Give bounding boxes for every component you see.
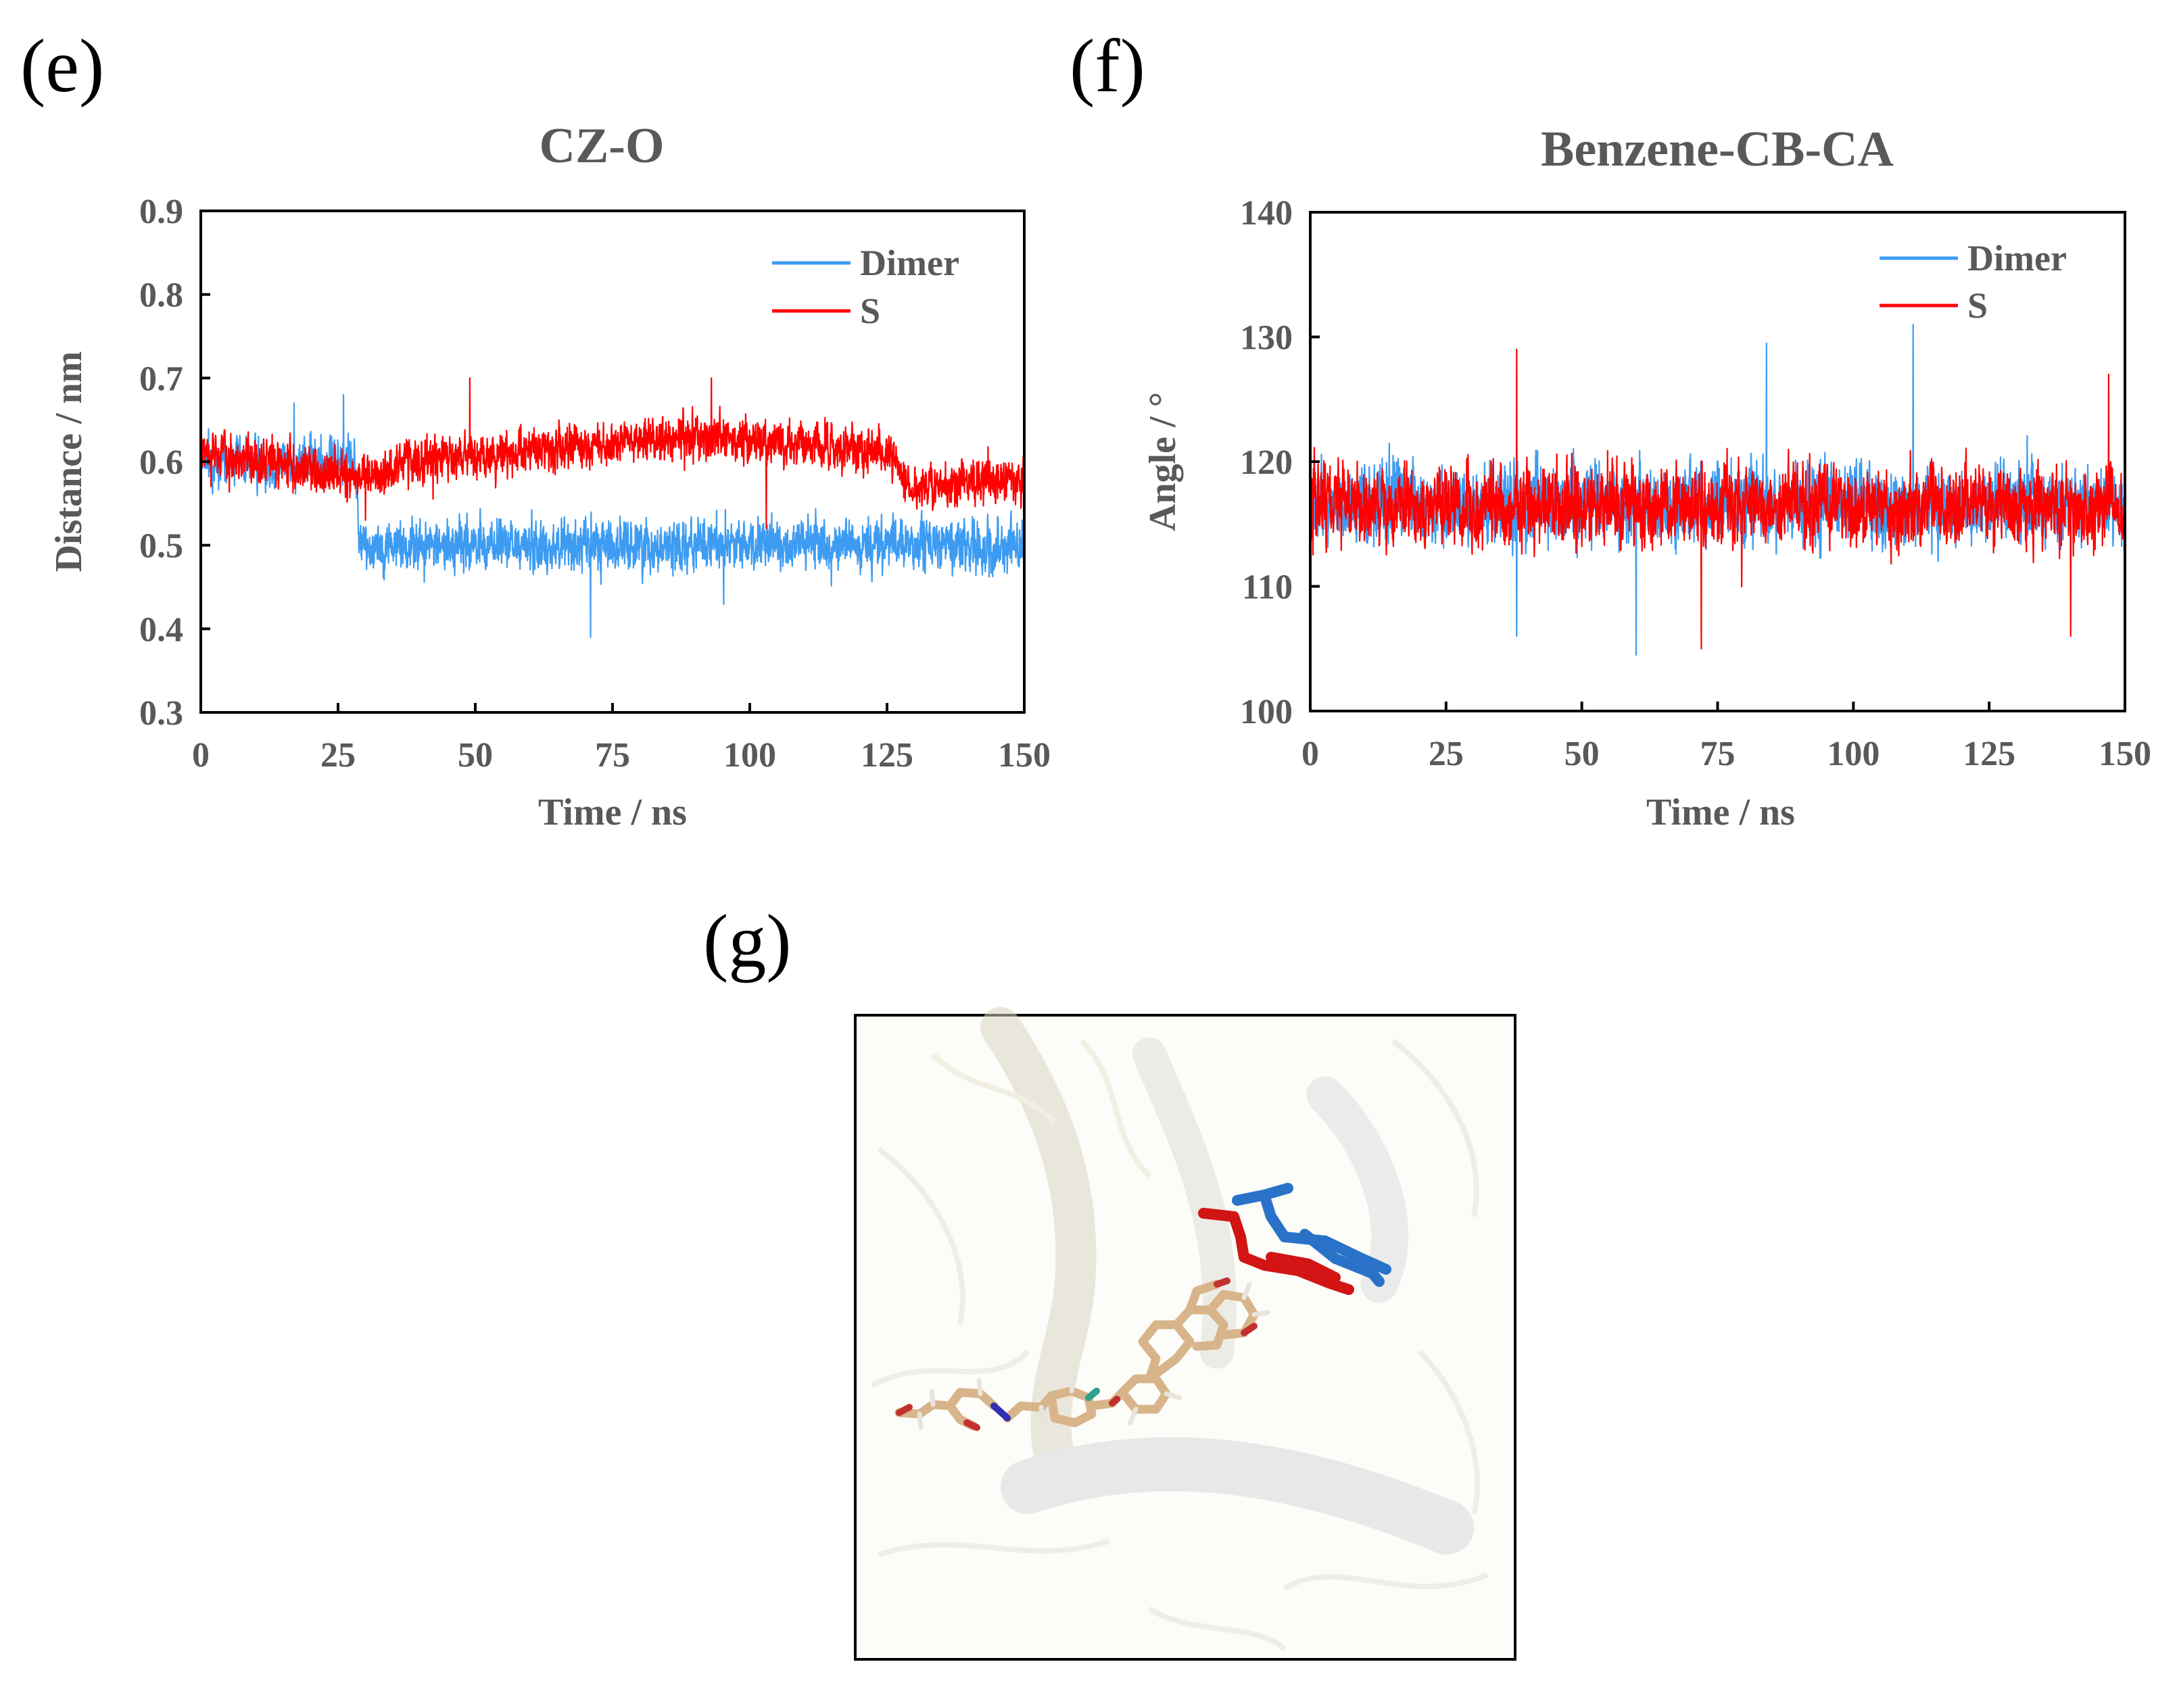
legend-s-label: S: [860, 291, 880, 331]
x-tick-label: 25: [1429, 735, 1464, 773]
x-tick-label: 100: [723, 736, 776, 775]
panel-label-e: (e): [20, 24, 104, 108]
chart-f-title: Benzene-CB-CA: [1541, 122, 1894, 177]
series-s-line: [201, 377, 1024, 530]
chart-e: CZ-O 0 25 50 75 100 125 150 0.3 0.4 0.5 0.6 0.7 0.8…: [48, 118, 1051, 833]
chart-f-x-axis: 0 25 50 75 100 125 150: [1301, 702, 2151, 773]
chart-f-plot-area: [1310, 323, 2125, 656]
y-tick-label: 0.9: [139, 193, 183, 231]
series-dimer-line: [201, 393, 1024, 638]
chart-f-legend: Dimer S: [1880, 238, 2067, 326]
x-tick-label: 100: [1827, 735, 1880, 773]
y-tick-label: 110: [1242, 568, 1293, 607]
chart-f: Benzene-CB-CA 0 25 50 75 100 125 150 100 110 120…: [1142, 122, 2151, 833]
x-tick-label: 25: [320, 736, 356, 775]
y-tick-label: 0.8: [139, 276, 183, 315]
ligand-heteroatoms: [896, 1277, 1258, 1431]
legend-s-label: S: [1967, 285, 1988, 326]
x-tick-label: 125: [1963, 735, 2015, 773]
chart-e-xlabel: Time / ns: [538, 791, 687, 833]
y-tick-label: 0.6: [139, 443, 183, 482]
chart-e-title: CZ-O: [540, 118, 665, 174]
x-tick-label: 0: [192, 736, 210, 775]
y-tick-label: 140: [1240, 194, 1293, 233]
x-tick-label: 75: [595, 736, 630, 775]
chart-f-y-axis: 100 110 120 130 140: [1240, 194, 1320, 731]
y-tick-label: 120: [1240, 443, 1293, 482]
x-tick-label: 75: [1700, 735, 1736, 773]
chart-e-ylabel: Distance / nm: [48, 351, 90, 572]
x-tick-label: 150: [998, 736, 1051, 775]
y-tick-label: 130: [1240, 319, 1293, 358]
y-tick-label: 0.5: [139, 527, 183, 566]
structure-image: [854, 1007, 1516, 1661]
legend-dimer-label: Dimer: [1967, 238, 2067, 278]
s-residue-red: [1198, 1208, 1354, 1295]
series-s-line: [1310, 348, 2125, 650]
chart-f-xlabel: Time / ns: [1646, 791, 1795, 833]
panel-label-f: (f): [1070, 24, 1145, 108]
legend-dimer-label: Dimer: [860, 243, 959, 283]
chart-e-legend: Dimer S: [772, 243, 959, 331]
y-tick-label: 100: [1240, 693, 1293, 731]
y-tick-label: 0.7: [139, 360, 183, 398]
y-tick-label: 0.3: [139, 694, 183, 733]
chart-f-ylabel: Angle / °: [1142, 392, 1184, 531]
chart-e-y-axis: 0.3 0.4 0.5 0.6 0.7 0.8 0.9: [139, 193, 210, 733]
x-tick-label: 50: [1564, 735, 1600, 773]
x-tick-label: 0: [1301, 735, 1319, 773]
chart-e-plot-area: [201, 377, 1024, 638]
chart-e-x-axis: 0 25 50 75 100 125 150: [192, 703, 1051, 775]
y-tick-label: 0.4: [139, 610, 183, 649]
ligand-hydrogens: [917, 1282, 1270, 1430]
x-tick-label: 150: [2099, 735, 2151, 773]
x-tick-label: 50: [458, 736, 493, 775]
dimer-residue-blue: [1232, 1183, 1391, 1287]
panel-label-g: (g): [703, 900, 792, 983]
x-tick-label: 125: [861, 736, 913, 775]
